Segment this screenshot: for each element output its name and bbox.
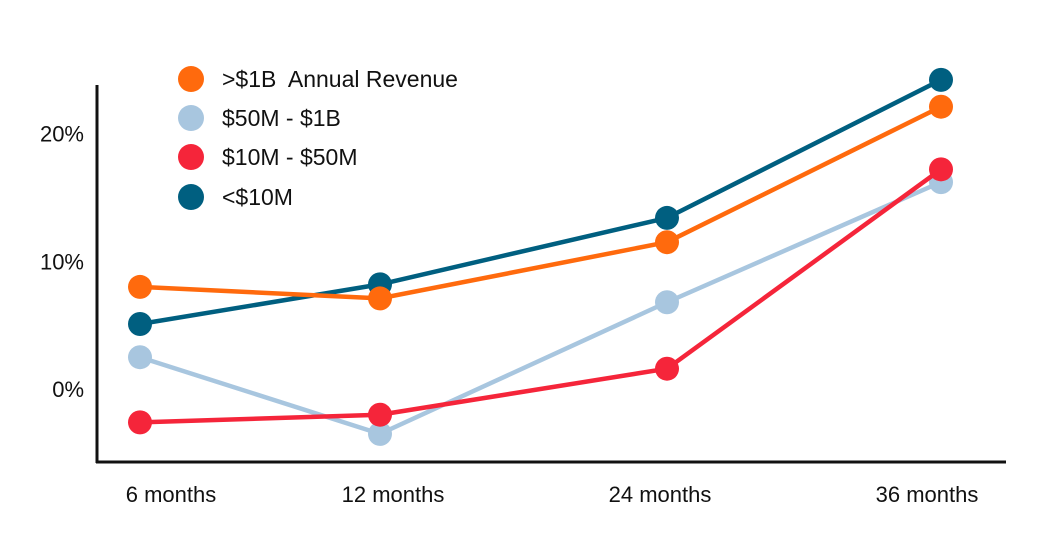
legend-item: <$10M	[178, 184, 293, 210]
series-0	[128, 94, 953, 311]
legend-item: $50M - $1B	[178, 105, 341, 131]
legend-item: $10M - $50M	[178, 144, 358, 170]
legend-swatch	[178, 105, 204, 131]
data-point	[128, 345, 152, 370]
data-point	[128, 311, 152, 336]
data-point	[368, 402, 392, 427]
legend-label: <$10M	[222, 184, 293, 210]
data-point	[655, 290, 679, 315]
series-line	[139, 104, 942, 301]
data-point	[655, 230, 679, 255]
y-tick-label: 20%	[40, 122, 84, 147]
legend-label: >$1B Annual Revenue	[222, 66, 458, 92]
data-point	[929, 67, 953, 92]
series-line	[139, 167, 943, 425]
x-tick-label: 24 months	[609, 482, 712, 507]
legend-swatch	[178, 184, 204, 210]
legend-swatch	[178, 66, 204, 92]
data-point	[929, 157, 953, 182]
x-tick-label: 36 months	[876, 482, 979, 507]
x-tick-label: 12 months	[342, 482, 445, 507]
y-tick-label: 0%	[52, 377, 84, 402]
series-1	[128, 170, 953, 446]
legend-item: >$1B Annual Revenue	[178, 66, 458, 92]
series-line	[139, 77, 943, 327]
series-line	[139, 180, 942, 437]
data-point	[655, 205, 679, 230]
legend-label: $10M - $50M	[222, 144, 358, 170]
legend-swatch	[178, 144, 204, 170]
data-point	[128, 410, 152, 435]
data-point	[929, 94, 953, 119]
data-point	[128, 274, 152, 299]
legend-label: $50M - $1B	[222, 105, 341, 131]
data-point	[655, 356, 679, 381]
data-point	[368, 286, 392, 311]
y-tick-label: 10%	[40, 249, 84, 274]
data-point	[368, 421, 392, 446]
series-2	[128, 157, 953, 435]
x-tick-label: 6 months	[126, 482, 217, 507]
